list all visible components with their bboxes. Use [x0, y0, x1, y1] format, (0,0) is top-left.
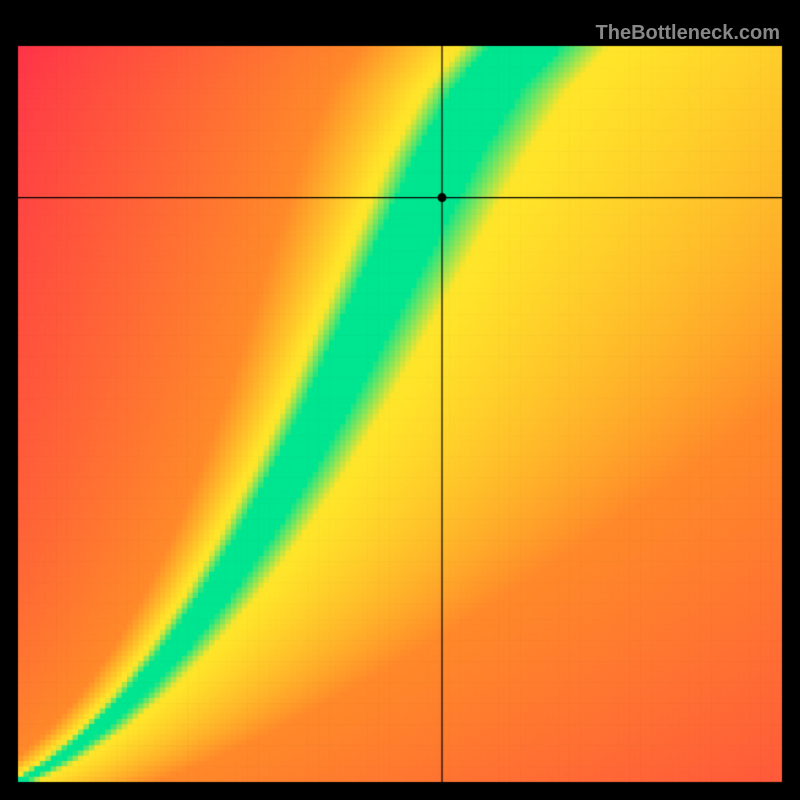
bottleneck-heatmap — [0, 0, 800, 800]
watermark-text: TheBottleneck.com — [596, 22, 780, 45]
